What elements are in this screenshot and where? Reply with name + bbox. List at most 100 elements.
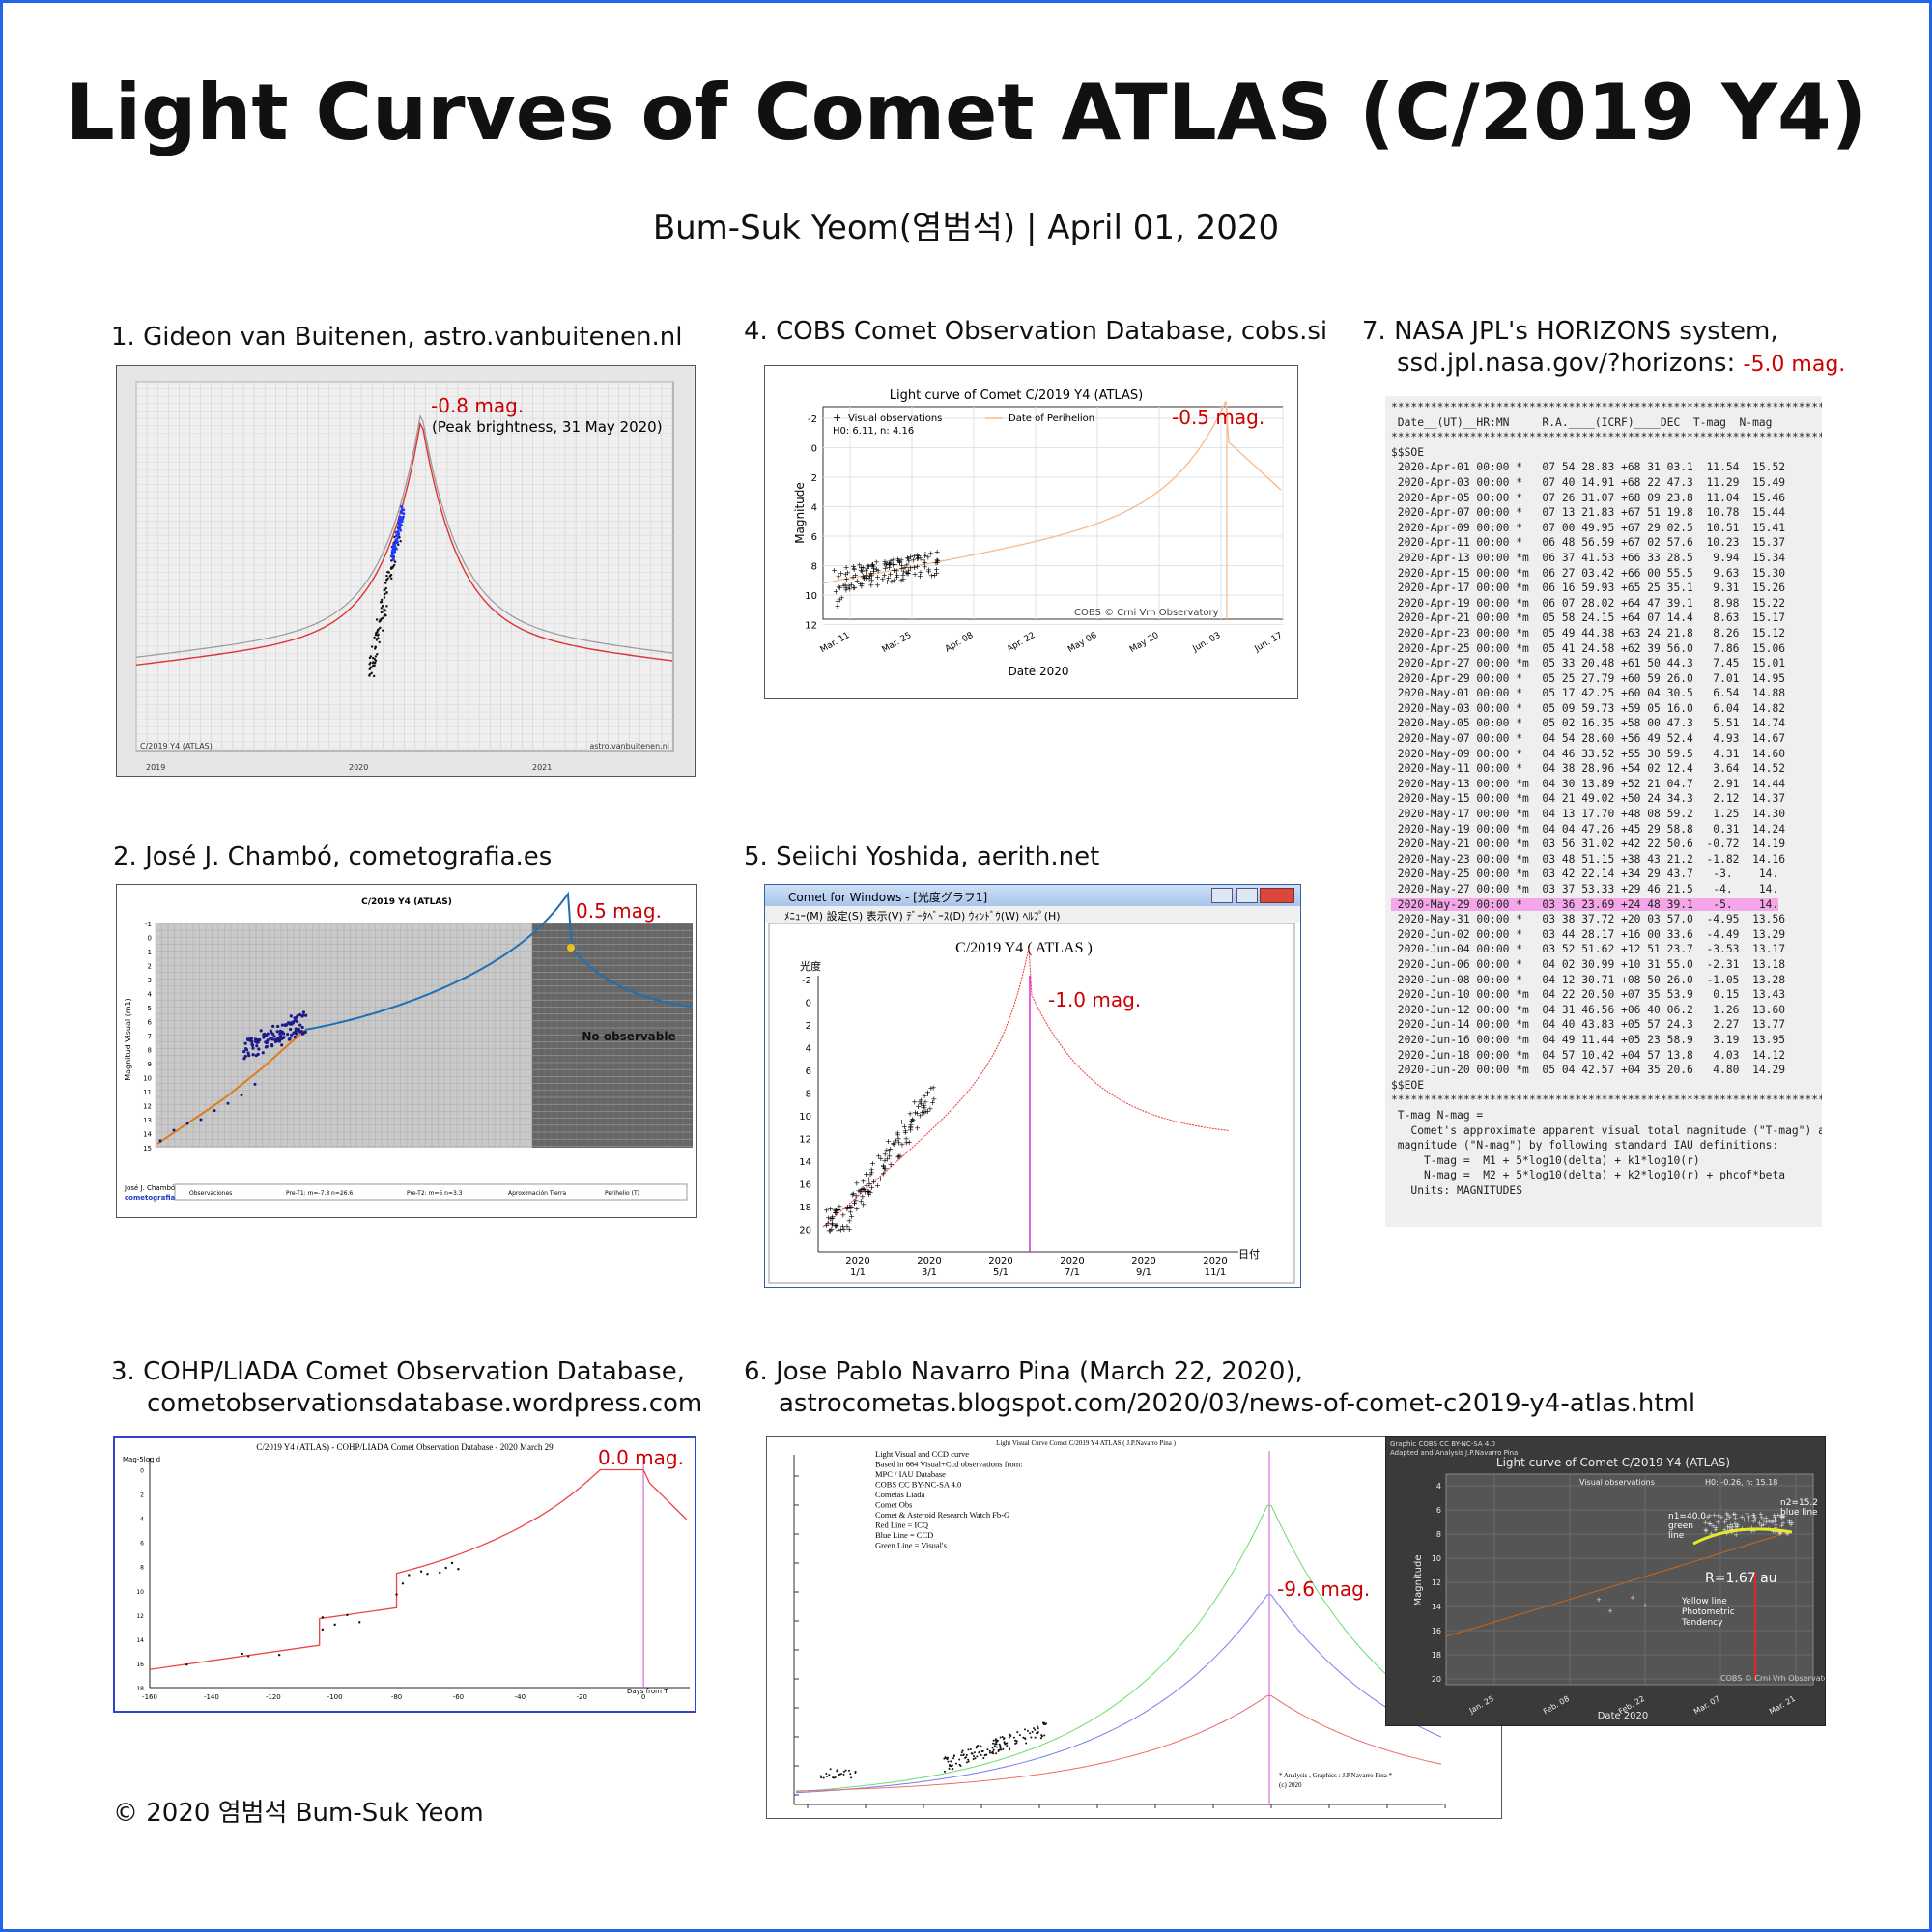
ch-point <box>265 1044 269 1048</box>
cobs-point: + <box>864 571 870 580</box>
y-point: + <box>832 1221 838 1230</box>
ch-ytick: 12 <box>143 1103 152 1111</box>
np-point <box>954 1762 957 1765</box>
npi-point: + <box>1763 1515 1769 1522</box>
y-point: + <box>846 1216 853 1225</box>
cobs-chart-svg: Light curve of Comet C/2019 Y4 (ATLAS) +… <box>793 388 1285 678</box>
np-point <box>1009 1735 1012 1738</box>
np-year: (c) 2020 <box>1279 1781 1302 1789</box>
ch-point <box>259 1029 263 1033</box>
y-point: + <box>869 1159 876 1168</box>
ch-ytick: 11 <box>143 1089 152 1096</box>
y-xtick-year: 2020 <box>1060 1256 1084 1266</box>
horizons-footer-line: magnitude ("N-mag") by following standar… <box>1397 1139 1779 1152</box>
vb-point <box>378 640 381 644</box>
navarro-inset-svg: Graphic COBS CC BY-NC-SA 4.0 Adapted and… <box>1390 1440 1825 1721</box>
horizons-row: 2020-May-11 00:00 * 04 38 28.96 +54 02 1… <box>1397 762 1786 776</box>
np-point <box>972 1758 975 1761</box>
horizons-row: 2020-Apr-11 00:00 * 06 48 56.59 +67 02 5… <box>1397 536 1786 550</box>
ch-legend-3: Aproximación Tierra <box>508 1190 566 1197</box>
ch-point <box>278 1029 282 1033</box>
cohp-ytick: 14 <box>136 1637 144 1644</box>
y-point: + <box>901 1122 908 1131</box>
cobs-point: + <box>923 550 929 558</box>
ch-observation-points <box>158 1010 308 1143</box>
ch-point <box>289 1027 293 1032</box>
vb-point-blue <box>394 534 398 537</box>
npi-point: + <box>1744 1510 1749 1518</box>
y-xtick-year: 2020 <box>1131 1256 1155 1266</box>
cobs-point: + <box>902 563 909 572</box>
y-point: + <box>888 1160 895 1169</box>
horizons-row: 2020-Apr-21 00:00 *m 05 58 24.15 +64 07 … <box>1397 611 1786 625</box>
cobs-inner-title: Light curve of Comet C/2019 Y4 (ATLAS) <box>890 388 1143 403</box>
y-point: + <box>835 1206 841 1214</box>
np-point <box>1014 1739 1017 1742</box>
y-point: + <box>922 1109 928 1118</box>
horizons-row: 2020-Apr-03 00:00 * 07 40 14.91 +68 22 4… <box>1397 475 1786 489</box>
np-point <box>967 1758 970 1761</box>
cohp-inner-title: C/2019 Y4 (ATLAS) - COHP/LIADA Comet Obs… <box>256 1442 554 1452</box>
np-point <box>982 1757 985 1760</box>
ch-legend-4: Perihelio (T) <box>605 1190 639 1197</box>
cobs-point: + <box>934 556 941 565</box>
npi-point: + <box>1750 1512 1756 1520</box>
y-xtick-date: 1/1 <box>850 1267 866 1278</box>
horizons-row: 2020-May-27 00:00 *m 03 37 53.33 +29 46 … <box>1397 883 1779 895</box>
y-point: + <box>829 1219 836 1228</box>
cobs-point: + <box>854 577 861 585</box>
cohp-xtick: -40 <box>515 1693 526 1701</box>
panel7-heading-2-wrap: ssd.jpl.nasa.gov/?horizons: -5.0 mag. <box>1397 347 1845 382</box>
np-point <box>960 1754 963 1757</box>
ch-point <box>276 1024 280 1029</box>
y-point: + <box>853 1205 860 1213</box>
ch-point <box>226 1101 230 1105</box>
npi-n1c: line <box>1668 1531 1685 1541</box>
cohp-xtick: -120 <box>266 1693 281 1701</box>
p5-menu-items[interactable]: ﾒﾆｭｰ(M) 設定(S) 表示(V) ﾃﾞｰﾀﾍﾞｰｽ(D) ｳｨﾝﾄﾞｳ(W… <box>784 910 1061 923</box>
panel5-heading: 5. Seiichi Yoshida, aerith.net <box>744 842 1100 871</box>
np-point <box>944 1756 947 1759</box>
p5-minimize-button[interactable] <box>1211 888 1233 903</box>
panel5-window: Comet for Windows - [光度グラフ1] ﾒﾆｭｰ(M) 設定(… <box>764 884 1301 1288</box>
ch-point <box>281 1032 286 1036</box>
cobs-grid <box>823 407 1284 625</box>
cohp-point <box>277 1653 281 1657</box>
np-point <box>838 1773 841 1776</box>
np-point <box>958 1763 961 1766</box>
navarro-chart-svg: Light Visual Curve Comet C/2019 Y4 ATLAS… <box>793 1439 1446 1808</box>
y-point: + <box>930 1084 937 1093</box>
cohp-chart-svg: C/2019 Y4 (ATLAS) - COHP/LIADA Comet Obs… <box>123 1442 690 1701</box>
y-point: + <box>854 1179 861 1188</box>
p5-maximize-button[interactable] <box>1236 888 1258 903</box>
cohp-xtick: 0 <box>641 1693 645 1701</box>
ch-ytick: 4 <box>148 991 153 999</box>
cohp-ytick: 6 <box>140 1541 144 1548</box>
y-point: + <box>886 1147 893 1155</box>
y-point: + <box>848 1212 855 1221</box>
y-point: + <box>858 1197 865 1206</box>
y-ylabel: 光度 <box>800 959 821 973</box>
np-point <box>961 1749 964 1752</box>
ch-point <box>289 1014 293 1018</box>
npi-xtick: Mar. 07 <box>1692 1694 1721 1717</box>
cobs-ytick: 2 <box>811 473 817 484</box>
y-point: + <box>882 1150 889 1158</box>
horizons-row: 2020-Apr-25 00:00 *m 05 41 24.58 +62 39 … <box>1397 641 1786 655</box>
cobs-point: + <box>835 602 841 611</box>
npi-point: + <box>1780 1520 1786 1527</box>
vb-point <box>376 653 379 656</box>
np-point <box>854 1772 857 1775</box>
ch-point <box>293 1035 297 1039</box>
npi-point: + <box>1607 1607 1613 1615</box>
cohp-point <box>450 1561 454 1565</box>
ch-ytick: 13 <box>143 1117 152 1124</box>
vb-point-blue <box>391 546 395 550</box>
npi-ytick: 20 <box>1432 1675 1441 1684</box>
np-green-line <box>795 1504 1442 1793</box>
y-point: + <box>895 1135 902 1144</box>
y-point: + <box>895 1151 902 1160</box>
p5-close-button[interactable] <box>1260 888 1294 903</box>
np-point <box>950 1760 952 1763</box>
np-info-line: MPC / IAU Database <box>875 1469 946 1479</box>
